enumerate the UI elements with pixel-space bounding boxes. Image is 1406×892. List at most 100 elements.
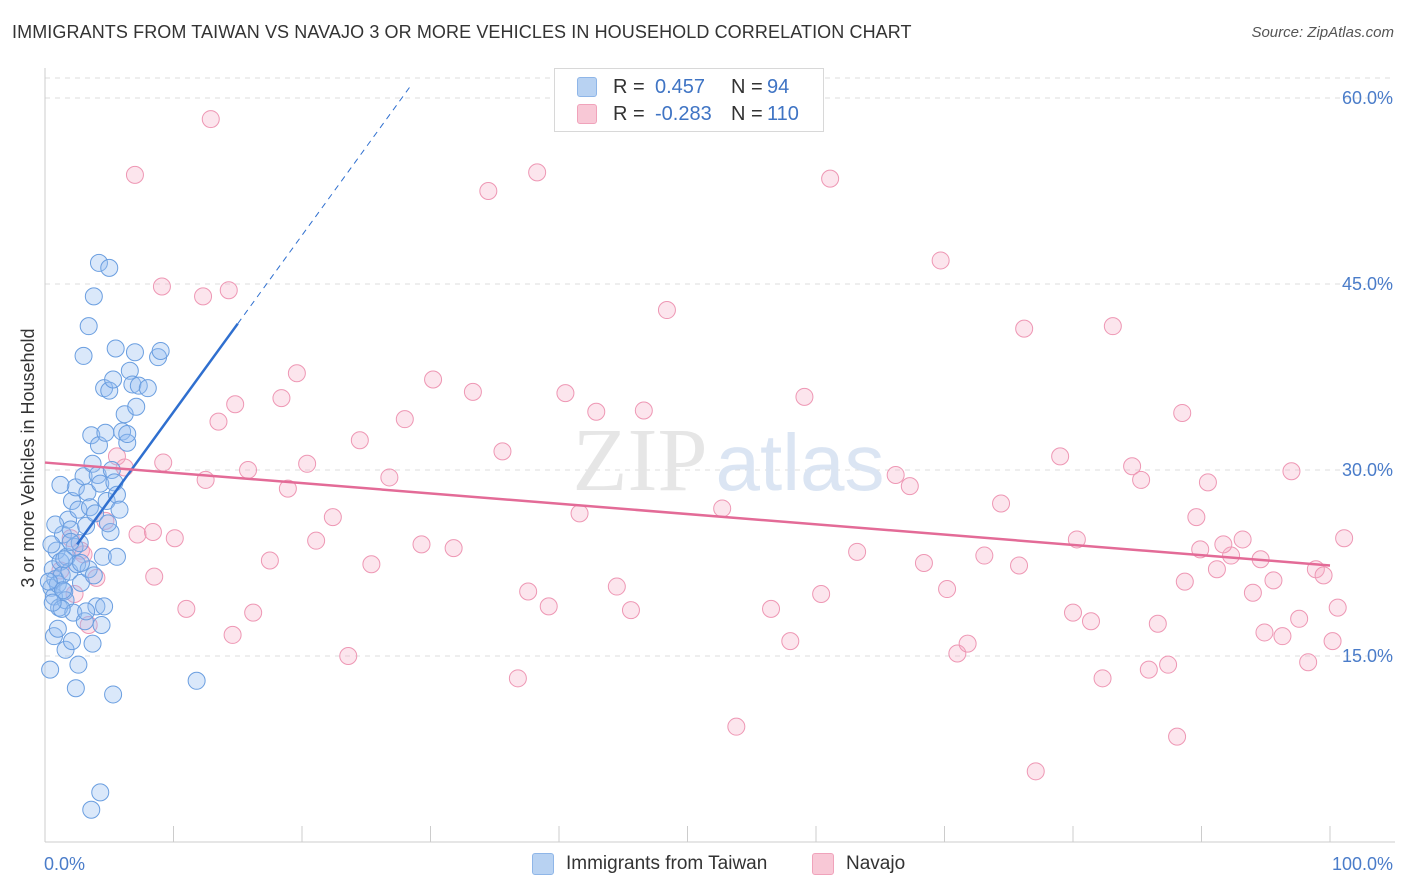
navajo-point bbox=[886, 465, 905, 484]
navajo-point bbox=[177, 599, 196, 618]
legend-r-label: R = bbox=[613, 102, 645, 125]
navajo-point bbox=[424, 370, 443, 389]
navajo-point bbox=[444, 539, 463, 558]
navajo-point bbox=[145, 567, 164, 586]
navajo-point bbox=[1132, 470, 1151, 489]
bottom-legend-swatch-blue bbox=[532, 853, 554, 875]
taiwan-point bbox=[127, 397, 146, 416]
taiwan-point bbox=[70, 534, 89, 553]
navajo-point bbox=[914, 554, 933, 572]
navajo-trend-line bbox=[44, 461, 1331, 567]
taiwan-point bbox=[74, 346, 93, 365]
taiwan-point bbox=[106, 339, 125, 358]
chart-title: IMMIGRANTS FROM TAIWAN VS NAVAJO 3 OR MO… bbox=[12, 22, 912, 42]
navajo-point bbox=[539, 597, 558, 616]
taiwan-point bbox=[104, 370, 123, 389]
navajo-point bbox=[519, 582, 538, 601]
taiwan-point bbox=[39, 572, 58, 591]
navajo-point bbox=[1103, 317, 1122, 336]
taiwan-point bbox=[89, 253, 108, 272]
navajo-point bbox=[1159, 655, 1178, 674]
y-tick-label: 30.0% bbox=[1342, 460, 1393, 480]
navajo-point bbox=[621, 601, 640, 620]
navajo-point bbox=[1264, 571, 1283, 590]
navajo-point bbox=[412, 535, 431, 554]
navajo-point bbox=[1273, 627, 1292, 646]
navajo-point bbox=[634, 401, 653, 420]
taiwan-point bbox=[62, 632, 81, 651]
legend-n-value: 110 bbox=[767, 102, 799, 125]
navajo-point bbox=[931, 251, 950, 270]
taiwan-point bbox=[138, 379, 157, 398]
navajo-point bbox=[587, 402, 606, 421]
navajo-point bbox=[307, 531, 326, 550]
taiwan-point bbox=[98, 514, 117, 533]
taiwan-point bbox=[75, 612, 94, 631]
navajo-point bbox=[1015, 319, 1034, 338]
taiwan-point bbox=[96, 423, 115, 442]
bottom-legend-label: Immigrants from Taiwan bbox=[566, 853, 768, 874]
navajo-point bbox=[278, 479, 297, 498]
taiwan-point bbox=[83, 454, 102, 473]
legend-r-value: 0.457 bbox=[655, 75, 706, 98]
navajo-point bbox=[1207, 560, 1226, 579]
taiwan-point bbox=[82, 800, 101, 819]
navajo-point bbox=[1175, 572, 1194, 591]
navajo-point bbox=[239, 461, 258, 479]
navajo-point bbox=[125, 165, 144, 184]
navajo-point bbox=[508, 669, 527, 688]
navajo-point bbox=[1290, 609, 1309, 628]
y-tick-label: 45.0% bbox=[1342, 274, 1393, 294]
navajo-point bbox=[493, 442, 512, 461]
navajo-point bbox=[1314, 566, 1333, 585]
navajo-point bbox=[1243, 583, 1262, 602]
x-tick-label: 0.0% bbox=[44, 854, 85, 874]
navajo-point bbox=[223, 625, 242, 644]
navajo-point bbox=[607, 577, 626, 596]
navajo-point bbox=[900, 477, 919, 496]
taiwan-point bbox=[113, 422, 132, 441]
taiwan-trend-extension bbox=[237, 86, 411, 324]
legend-r-label: R = bbox=[613, 75, 645, 98]
navajo-point bbox=[992, 494, 1011, 513]
legend-row-taiwan: R = 0.457 N = 94 bbox=[577, 75, 789, 99]
navajo-point bbox=[395, 410, 414, 429]
navajo-point bbox=[209, 412, 228, 431]
navajo-point bbox=[272, 389, 291, 408]
legend-swatch-blue bbox=[577, 77, 597, 97]
navajo-point bbox=[657, 301, 676, 320]
taiwan-point bbox=[100, 258, 119, 277]
navajo-point bbox=[339, 647, 358, 665]
taiwan-point bbox=[79, 317, 98, 336]
taiwan-point bbox=[118, 425, 137, 444]
navajo-point bbox=[570, 504, 589, 523]
navajo-point bbox=[260, 551, 279, 570]
legend-swatch-pink bbox=[577, 104, 597, 124]
navajo-point bbox=[1168, 727, 1187, 746]
navajo-point bbox=[795, 387, 814, 406]
navajo-point bbox=[1093, 669, 1112, 688]
taiwan-point bbox=[55, 550, 74, 569]
taiwan-point bbox=[123, 375, 142, 394]
navajo-point bbox=[713, 499, 732, 518]
navajo-point bbox=[1081, 612, 1100, 631]
taiwan-point bbox=[84, 287, 103, 306]
taiwan-point bbox=[69, 655, 88, 674]
navajo-point bbox=[65, 585, 84, 603]
taiwan-point bbox=[93, 547, 112, 566]
grid-lines bbox=[45, 77, 1395, 657]
navajo-point bbox=[479, 182, 498, 200]
navajo-point bbox=[1214, 535, 1233, 554]
taiwan-points bbox=[39, 253, 206, 819]
navajo-point bbox=[1187, 508, 1206, 527]
taiwan-point bbox=[53, 581, 72, 600]
y-tick-label: 60.0% bbox=[1342, 88, 1393, 108]
navajo-point bbox=[201, 110, 220, 129]
watermark-atlas: atlas bbox=[716, 418, 885, 507]
taiwan-point bbox=[61, 532, 80, 551]
taiwan-point bbox=[69, 500, 88, 519]
taiwan-point bbox=[78, 483, 97, 502]
bottom-legend-label: Navajo bbox=[846, 853, 906, 874]
taiwan-point bbox=[71, 554, 90, 572]
